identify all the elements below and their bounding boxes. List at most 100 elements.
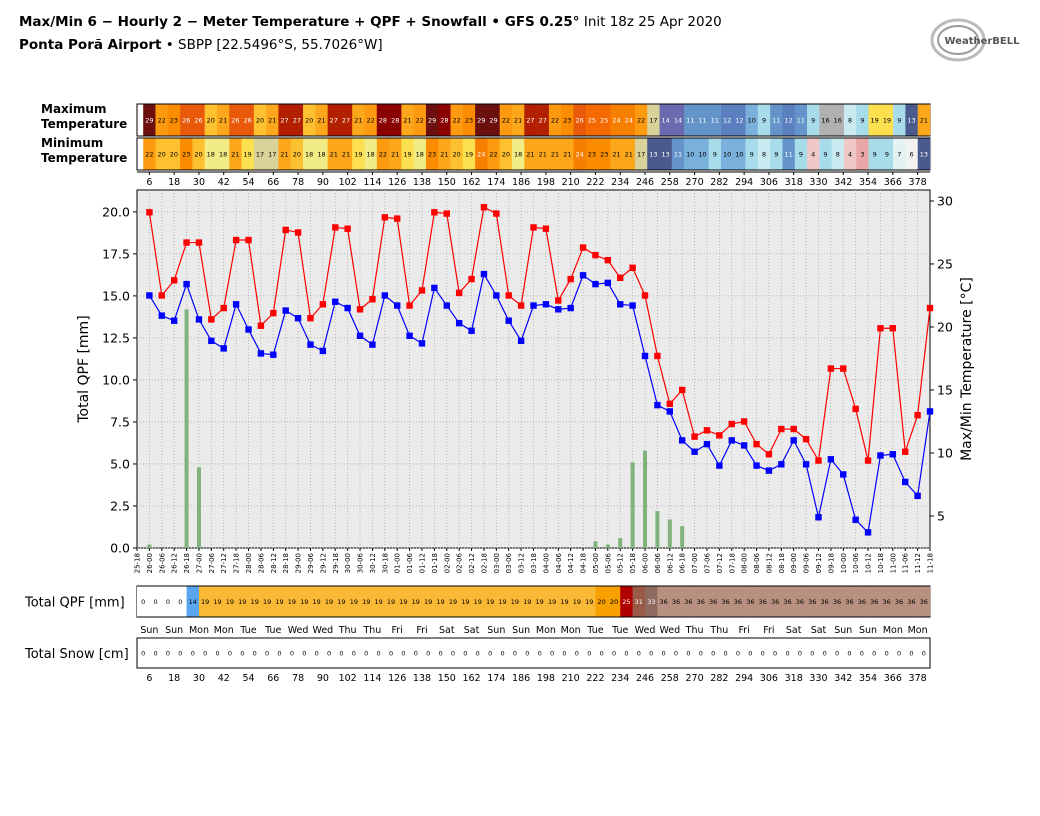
temp-cell-value: 11 — [686, 117, 694, 125]
cell-value: 0 — [723, 650, 727, 658]
cell-value: 0 — [587, 650, 591, 658]
hour-label: 354 — [859, 177, 877, 188]
temp-cell-value: 21 — [526, 151, 534, 159]
temperature-marker — [418, 287, 426, 294]
cell-value: 0 — [885, 650, 889, 658]
qpf-cell — [471, 586, 485, 617]
qpf-cell — [260, 586, 274, 617]
temp-cell — [216, 104, 230, 136]
qpf-cell — [310, 586, 324, 617]
cell-value: 0 — [711, 650, 715, 658]
temperature-marker — [294, 314, 302, 322]
y-tick-label: 2.5 — [110, 498, 130, 513]
cell-value: 0 — [823, 650, 827, 658]
cell-value: 0 — [154, 650, 158, 658]
temp-cell — [634, 104, 648, 136]
qpf-cell — [496, 586, 510, 617]
temp-cell — [721, 104, 734, 136]
temp-cell — [585, 104, 599, 136]
temperature-marker — [356, 332, 364, 339]
qpf-cell — [223, 586, 237, 617]
cell-value: 14 — [189, 598, 197, 606]
temp-cell-value: 29 — [145, 117, 153, 125]
qpf-bar — [147, 544, 152, 548]
temp-cell — [548, 104, 562, 136]
temp-cell-value: 21 — [551, 151, 559, 159]
cell-value: 19 — [263, 598, 271, 606]
temperature-marker — [579, 272, 587, 279]
temp-cell-value: 27 — [539, 117, 547, 125]
qpf-cell — [310, 638, 324, 668]
cell-value: 0 — [538, 650, 542, 658]
qpf-cell — [508, 638, 522, 668]
title-line: Max/Min 6 − Hourly 2 − Meter Temperature… — [19, 14, 722, 30]
qpf-cell — [198, 638, 212, 668]
cell-value: 0 — [277, 650, 281, 658]
temp-cell-value: 22 — [366, 117, 374, 125]
temp-cell — [376, 104, 390, 136]
cell-value: 19 — [251, 598, 259, 606]
temp-cell — [425, 104, 439, 136]
temp-cell-value: 13 — [649, 151, 657, 159]
temp-cell-value: 22 — [416, 117, 424, 125]
station-line: Ponta Porã Airport • SBPP [22.5496°S, 55… — [19, 37, 383, 53]
temp-cell-value: 19 — [465, 151, 473, 159]
qpf-cell — [583, 638, 596, 668]
hour-label: 114 — [363, 673, 381, 684]
temperature-marker — [282, 226, 289, 234]
hour-label: 246 — [636, 673, 654, 684]
cell-value: 0 — [141, 650, 145, 658]
cell-value: 19 — [226, 598, 234, 606]
temperature-marker — [270, 309, 277, 317]
temperature-marker — [332, 298, 339, 305]
x-tick-label: 09-18 — [827, 553, 835, 573]
qpf-cell — [917, 638, 931, 668]
temp-cell — [315, 104, 328, 136]
x-tick-label: 09-12 — [815, 553, 823, 573]
temperature-marker — [208, 337, 215, 345]
x-tick-label: 01-00 — [394, 553, 402, 573]
temperature-marker — [852, 405, 859, 413]
temp-cell — [536, 138, 550, 170]
day-label: Sat — [811, 625, 827, 636]
y-tick-label: 15.0 — [102, 288, 130, 303]
cell-value: 0 — [847, 650, 851, 658]
temp-cell-value: 7 — [897, 151, 901, 159]
x-tick-label: 07-06 — [703, 552, 711, 573]
temperature-marker — [183, 280, 190, 288]
cell-value: 19 — [300, 598, 308, 606]
cell-value: 0 — [575, 650, 579, 658]
temp-cell-value: 27 — [293, 117, 301, 125]
day-label: Wed — [635, 625, 656, 636]
hour-label: 282 — [710, 673, 728, 684]
temp-cell-value: 21 — [403, 117, 411, 125]
temperature-marker — [431, 284, 438, 292]
temp-cell — [917, 138, 931, 170]
day-label: Wed — [313, 625, 334, 636]
qpf-cell — [892, 586, 906, 617]
day-label: Sat — [786, 625, 802, 636]
temperature-marker — [555, 297, 562, 304]
title: Max/Min 6 − Hourly 2 − Meter Temperature… — [19, 14, 580, 30]
temperature-marker — [716, 432, 723, 439]
qpf-cell — [558, 586, 571, 617]
cell-value: 0 — [897, 650, 901, 658]
temp-cell — [917, 104, 931, 136]
qpf-cell — [347, 586, 361, 617]
temp-cell — [450, 138, 464, 170]
temp-cell — [684, 104, 697, 136]
qpf-cell — [719, 638, 733, 668]
temp-cell — [610, 138, 623, 170]
hour-label: 318 — [785, 177, 803, 188]
hour-label: 210 — [562, 673, 580, 684]
temperature-marker — [406, 302, 413, 309]
qpf-cell — [483, 638, 497, 668]
x-tick-label: 26-18 — [183, 553, 191, 573]
temp-cell — [389, 104, 402, 136]
qpf-cell — [694, 638, 708, 668]
day-label: Tue — [264, 625, 281, 636]
temperature-marker — [604, 279, 612, 287]
temperature-marker — [815, 457, 822, 464]
temp-cell — [524, 138, 537, 170]
temperature-marker — [815, 514, 822, 521]
